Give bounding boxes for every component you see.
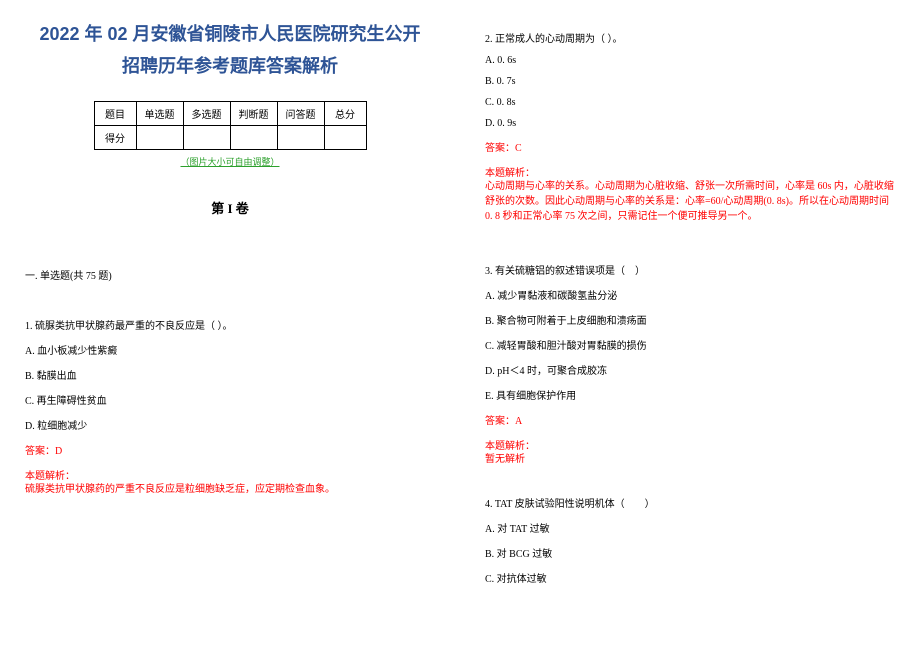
table-cell: 判断题	[230, 101, 277, 125]
explain-text: 心动周期与心率的关系。心动周期为心脏收缩、舒张一次所需时间，心率是 60s 内，…	[485, 179, 895, 224]
option-b: B. 聚合物可附着于上皮细胞和溃疡面	[485, 312, 895, 327]
question-stem: 4. TAT 皮肤试验阳性说明机体（ ）	[485, 495, 895, 510]
option-d: D. 0. 9s	[485, 118, 895, 129]
table-cell	[136, 125, 183, 149]
question-stem: 1. 硫脲类抗甲状腺药最严重的不良反应是（ ）。	[25, 317, 435, 332]
table-cell	[230, 125, 277, 149]
explain-label: 本题解析：	[485, 164, 895, 179]
option-a: A. 对 TAT 过敏	[485, 520, 895, 535]
option-a: A. 血小板减少性紫癜	[25, 342, 435, 357]
option-d: D. pH＜4 时，可聚合成胶冻	[485, 362, 895, 377]
doc-title-line1: 2022 年 02 月安徽省铜陵市人民医院研究生公开	[25, 18, 435, 50]
table-cell: 单选题	[136, 101, 183, 125]
left-column: 2022 年 02 月安徽省铜陵市人民医院研究生公开 招聘历年参考题库答案解析 …	[0, 0, 460, 651]
doc-title-line2: 招聘历年参考题库答案解析	[25, 50, 435, 82]
option-c: C. 0. 8s	[485, 97, 895, 108]
table-row: 题目 单选题 多选题 判断题 问答题 总分	[94, 101, 366, 125]
table-cell: 问答题	[277, 101, 324, 125]
option-c: C. 再生障碍性贫血	[25, 392, 435, 407]
table-cell: 多选题	[183, 101, 230, 125]
table-cell	[183, 125, 230, 149]
section-title: 一. 单选题(共 75 题)	[25, 267, 435, 282]
question-stem: 2. 正常成人的心动周期为（ ）。	[485, 30, 895, 45]
answer: 答案：C	[485, 139, 895, 154]
option-b: B. 0. 7s	[485, 76, 895, 87]
option-c: C. 对抗体过敏	[485, 570, 895, 585]
question-4: 4. TAT 皮肤试验阳性说明机体（ ） A. 对 TAT 过敏 B. 对 BC…	[485, 495, 895, 585]
option-a: A. 0. 6s	[485, 55, 895, 66]
table-cell	[277, 125, 324, 149]
answer: 答案：A	[485, 412, 895, 427]
option-d: D. 粒细胞减少	[25, 417, 435, 432]
adjust-note: （图片大小可自由调整）	[25, 155, 435, 168]
option-c: C. 减轻胃酸和胆汁酸对胃黏膜的损伤	[485, 337, 895, 352]
right-column: 2. 正常成人的心动周期为（ ）。 A. 0. 6s B. 0. 7s C. 0…	[460, 0, 920, 651]
explain-label: 本题解析：	[485, 437, 895, 452]
explain-text: 暂无解析	[485, 452, 895, 467]
option-a: A. 减少胃黏液和碳酸氢盐分泌	[485, 287, 895, 302]
option-e: E. 具有细胞保护作用	[485, 387, 895, 402]
explain-text: 硫脲类抗甲状腺药的严重不良反应是粒细胞缺乏症，应定期检查血象。	[25, 482, 435, 497]
question-2: 2. 正常成人的心动周期为（ ）。 A. 0. 6s B. 0. 7s C. 0…	[485, 30, 895, 224]
option-b: B. 黏膜出血	[25, 367, 435, 382]
table-cell	[324, 125, 366, 149]
table-cell: 总分	[324, 101, 366, 125]
question-stem: 3. 有关硫糖铝的叙述错误项是（ ）	[485, 262, 895, 277]
option-b: B. 对 BCG 过敏	[485, 545, 895, 560]
score-table: 题目 单选题 多选题 判断题 问答题 总分 得分	[94, 101, 367, 150]
answer: 答案：D	[25, 442, 435, 457]
question-3: 3. 有关硫糖铝的叙述错误项是（ ） A. 减少胃黏液和碳酸氢盐分泌 B. 聚合…	[485, 262, 895, 467]
question-1: 1. 硫脲类抗甲状腺药最严重的不良反应是（ ）。 A. 血小板减少性紫癜 B. …	[25, 317, 435, 497]
table-cell: 题目	[94, 101, 136, 125]
table-cell: 得分	[94, 125, 136, 149]
table-row: 得分	[94, 125, 366, 149]
volume-title: 第 I 卷	[25, 198, 435, 217]
explain-label: 本题解析：	[25, 467, 435, 482]
